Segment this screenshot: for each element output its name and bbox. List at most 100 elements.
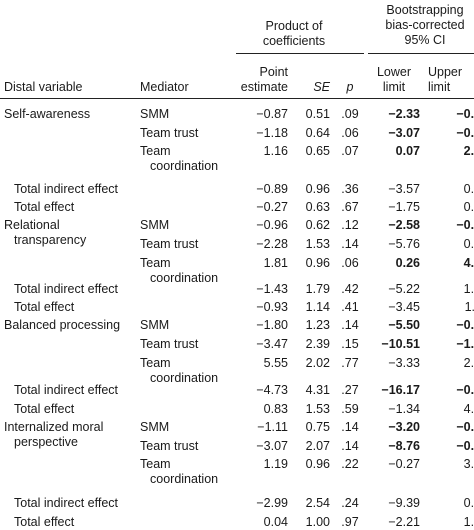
- p-cell: .12: [341, 218, 359, 232]
- distal-variable-cell: transparency: [14, 233, 87, 247]
- mediator-cell: Team: [140, 256, 171, 270]
- bootstrapping-title: Bootstrapping bias-corrected 95% CI: [376, 3, 474, 48]
- se-cell: 1.23: [305, 318, 330, 332]
- product-header-rule: [236, 53, 364, 54]
- se-cell: 2.39: [305, 337, 330, 351]
- lower-cell: −2.58: [388, 218, 420, 232]
- point-cell: −0.27: [256, 200, 288, 214]
- upper-cell: 4.08: [463, 256, 474, 270]
- upper-cell: 0.12: [463, 237, 474, 251]
- p-cell: .15: [341, 337, 359, 351]
- p-cell: .06: [341, 126, 359, 140]
- se-cell: 2.07: [305, 439, 330, 453]
- upper-cell: 2.66: [463, 144, 474, 158]
- col-header-se: SE: [313, 80, 330, 94]
- lower-cell: −3.07: [388, 126, 420, 140]
- p-cell: .22: [341, 457, 359, 471]
- point-cell: 1.81: [263, 256, 288, 270]
- se-cell: 0.62: [305, 218, 330, 232]
- point-cell: −2.28: [256, 237, 288, 251]
- se-cell: 1.14: [305, 300, 330, 314]
- se-cell: 0.75: [305, 420, 330, 434]
- mediator-cell: coordination: [150, 472, 219, 486]
- se-cell: 2.02: [305, 356, 330, 370]
- col-header-upper-limit: Upper limit: [428, 65, 463, 94]
- upper-cell: 0.77: [463, 200, 474, 214]
- upper-cell: −0.19: [456, 420, 474, 434]
- point-cell: 5.55: [263, 356, 288, 370]
- boot-title-line3: 95% CI: [404, 33, 446, 47]
- mediator-cell: SMM: [140, 107, 170, 121]
- lower-cell: −3.20: [388, 420, 420, 434]
- p-cell: .14: [341, 318, 359, 332]
- se-cell: 1.79: [305, 282, 330, 296]
- upper-cell: −0.56: [456, 318, 474, 332]
- mediator-cell: coordination: [150, 371, 219, 385]
- boot-title-line1: Bootstrapping: [386, 3, 464, 17]
- se-cell: 0.64: [305, 126, 330, 140]
- upper-cell: −0.84: [456, 439, 474, 453]
- lower-cell: −0.27: [388, 457, 420, 471]
- distal-variable-cell: Total effect: [14, 402, 75, 416]
- lower-cell: −8.76: [388, 439, 420, 453]
- point-cell: 1.16: [263, 144, 288, 158]
- se-cell: 0.96: [305, 182, 330, 196]
- p-cell: .09: [341, 107, 359, 121]
- product-of-coefficients-title: Product of coefficients: [254, 19, 334, 49]
- col-header-point-estimate: Point estimate: [240, 65, 288, 94]
- upper-cell: 0.58: [463, 182, 474, 196]
- point-cell: 0.04: [263, 515, 288, 529]
- mediator-cell: Team trust: [140, 439, 199, 453]
- upper-cell: −0.45: [456, 383, 474, 397]
- se-cell: 0.96: [305, 256, 330, 270]
- point-cell: −0.96: [256, 218, 288, 232]
- mediator-cell: coordination: [150, 159, 219, 173]
- lower-cell: −5.22: [388, 282, 420, 296]
- se-cell: 2.54: [305, 496, 330, 510]
- p-cell: .36: [341, 182, 359, 196]
- point-cell: −0.93: [256, 300, 288, 314]
- point-cell: −2.99: [256, 496, 288, 510]
- product-title-line2: coefficients: [262, 34, 326, 48]
- distal-variable-cell: Relational: [4, 218, 60, 232]
- distal-variable-cell: Internalized moral: [4, 420, 104, 434]
- p-cell: .24: [341, 496, 359, 510]
- se-cell: 1.53: [305, 237, 330, 251]
- distal-variable-cell: Balanced processing: [4, 318, 121, 332]
- p-cell: .97: [341, 515, 359, 529]
- boot-header-rule: [368, 53, 474, 54]
- lower-cell: −1.75: [388, 200, 420, 214]
- point-cell: −3.07: [256, 439, 288, 453]
- point-cell: 1.19: [263, 457, 288, 471]
- upper-cell: 1.11: [464, 300, 474, 314]
- p-cell: .14: [341, 420, 359, 434]
- lower-cell: −9.39: [388, 496, 420, 510]
- point-cell: −0.89: [256, 182, 288, 196]
- col-header-mediator: Mediator: [140, 80, 189, 94]
- point-cell: 0.83: [263, 402, 288, 416]
- se-cell: 0.63: [305, 200, 330, 214]
- upper-cell: −0.10: [456, 107, 474, 121]
- boot-title-line2: bias-corrected: [385, 18, 465, 32]
- lower-cell: −3.33: [388, 356, 420, 370]
- distal-variable-cell: Total indirect effect: [14, 383, 118, 397]
- upper-cell: 1.89: [463, 282, 474, 296]
- upper-cell: 2.49: [463, 356, 474, 370]
- lower-cell: 0.07: [395, 144, 420, 158]
- lower-cell: 0.26: [395, 256, 420, 270]
- lower-cell: −2.33: [388, 107, 420, 121]
- point-cell: −1.43: [256, 282, 288, 296]
- point-cell: −1.18: [256, 126, 288, 140]
- p-cell: .67: [341, 200, 359, 214]
- se-cell: 0.65: [305, 144, 330, 158]
- distal-variable-cell: perspective: [14, 435, 78, 449]
- upper-cell: −1.23: [456, 337, 474, 351]
- upper-cell: 4.19: [463, 402, 474, 416]
- p-cell: .59: [341, 402, 359, 416]
- lower-cell: −3.57: [388, 182, 420, 196]
- p-cell: .14: [341, 237, 359, 251]
- lower-cell: −5.76: [388, 237, 420, 251]
- mediator-cell: SMM: [140, 318, 170, 332]
- lower-cell: −1.34: [388, 402, 420, 416]
- col-header-p: p: [346, 80, 354, 94]
